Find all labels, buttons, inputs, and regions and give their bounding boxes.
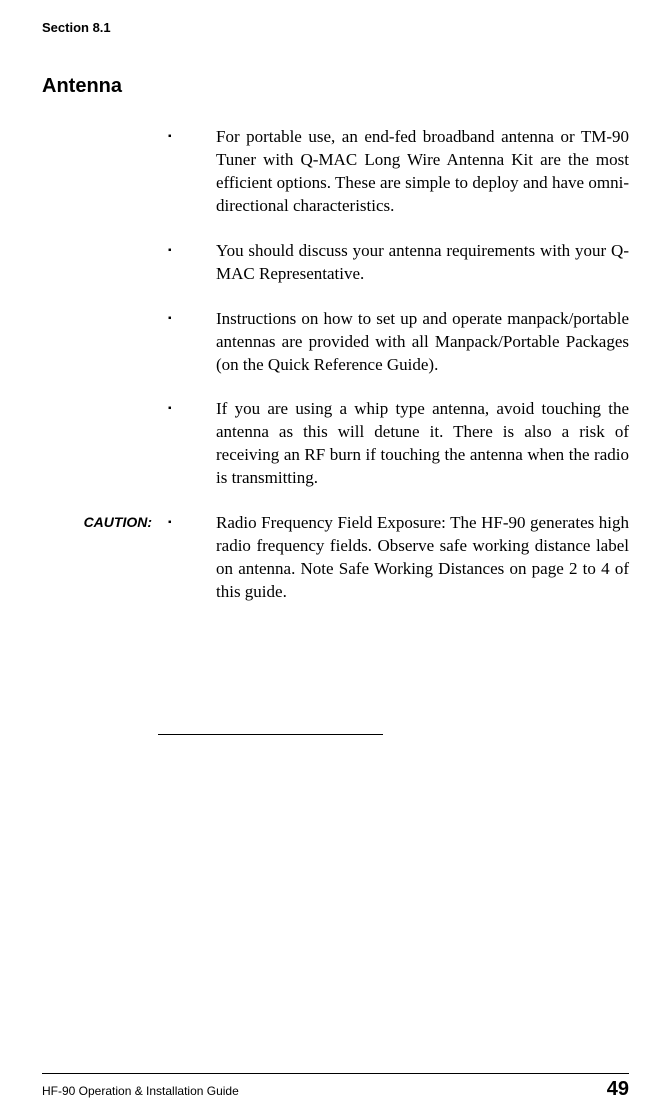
bullet-icon: ▪ — [158, 398, 216, 420]
bullet-text: Instructions on how to set up and operat… — [216, 308, 629, 377]
margin-note — [42, 398, 158, 400]
margin-note — [42, 126, 158, 128]
page-heading: Antenna — [42, 75, 629, 98]
margin-note — [42, 240, 158, 242]
section-label: Section 8.1 — [42, 20, 629, 35]
page-footer: HF-90 Operation & Installation Guide 49 — [0, 1073, 671, 1101]
content-block: ▪ For portable use, an end-fed broadband… — [42, 126, 629, 604]
bullet-row: ▪ If you are using a whip type antenna, … — [42, 398, 629, 490]
bullet-icon: ▪ — [158, 308, 216, 330]
bullet-text: For portable use, an end-fed broadband a… — [216, 126, 629, 218]
footer-title: HF-90 Operation & Installation Guide — [42, 1084, 239, 1098]
page-number: 49 — [607, 1078, 629, 1101]
bullet-row: ▪ You should discuss your antenna requir… — [42, 240, 629, 286]
bullet-row: ▪ For portable use, an end-fed broadband… — [42, 126, 629, 218]
bullet-text: Radio Frequency Field Exposure: The HF-9… — [216, 512, 629, 604]
horizontal-divider — [158, 734, 383, 735]
margin-note — [42, 308, 158, 310]
document-page: Section 8.1 Antenna ▪ For portable use, … — [0, 0, 671, 1119]
bullet-icon: ▪ — [158, 512, 216, 534]
bullet-icon: ▪ — [158, 240, 216, 262]
bullet-text: If you are using a whip type antenna, av… — [216, 398, 629, 490]
bullet-row: CAUTION: ▪ Radio Frequency Field Exposur… — [42, 512, 629, 604]
bullet-icon: ▪ — [158, 126, 216, 148]
bullet-text: You should discuss your antenna requirem… — [216, 240, 629, 286]
footer-line: HF-90 Operation & Installation Guide 49 — [42, 1073, 629, 1101]
caution-label: CAUTION: — [42, 512, 158, 530]
bullet-row: ▪ Instructions on how to set up and oper… — [42, 308, 629, 377]
